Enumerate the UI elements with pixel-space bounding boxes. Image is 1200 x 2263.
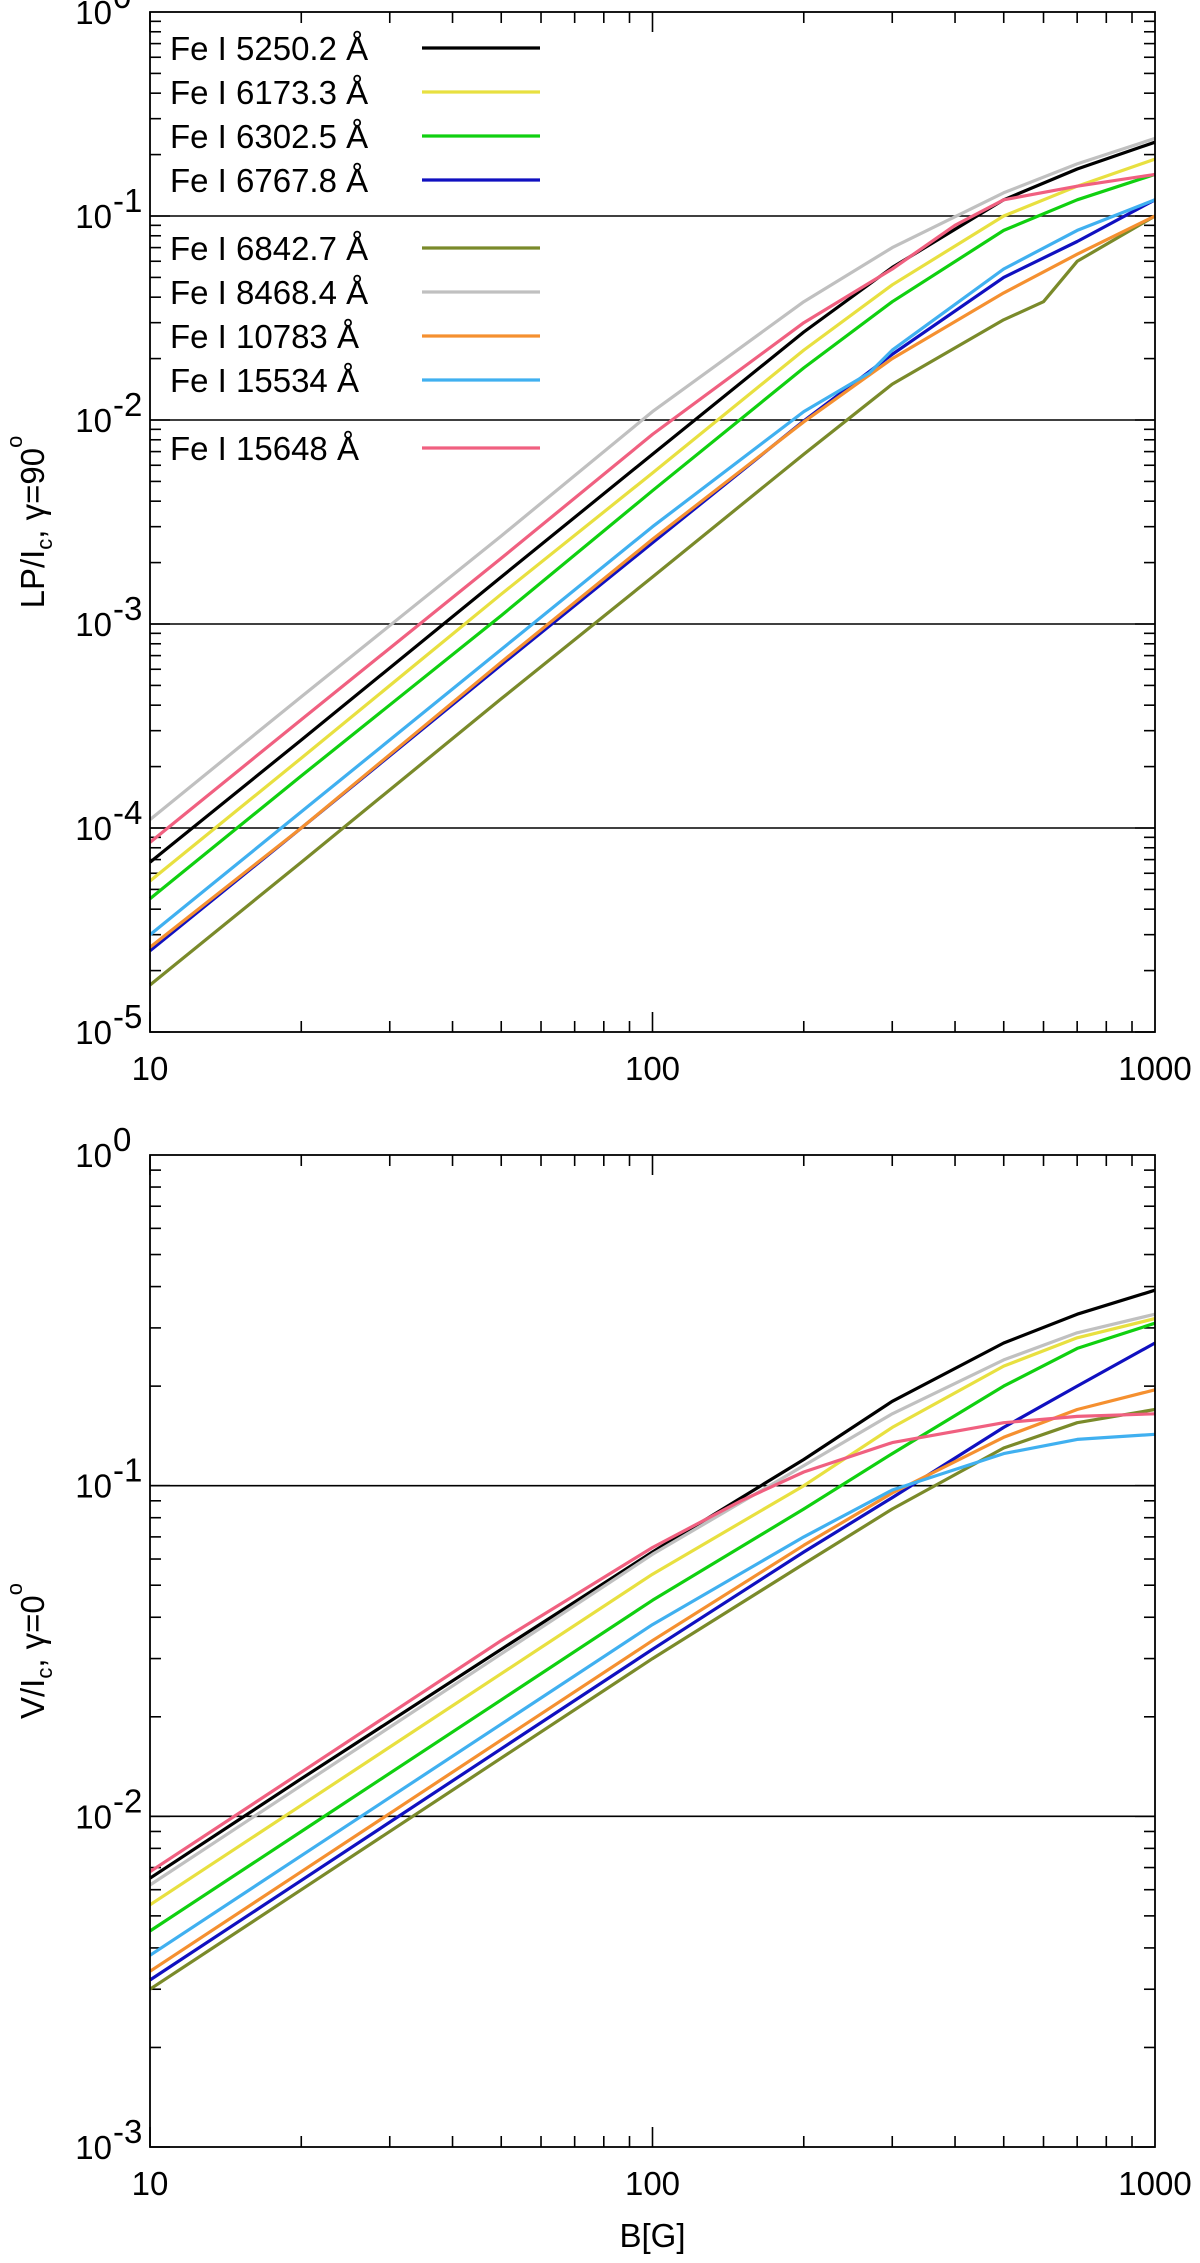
legend: Fe I 5250.2 Å Fe I 6173.3 Å Fe I 6302.5 Å F… — [170, 30, 540, 467]
y-tick-label: 10 -2 — [75, 1782, 142, 1835]
y-tick-exponent: -3 — [113, 590, 142, 627]
legend-item: Fe I 15534 Å — [170, 362, 540, 399]
y-tick-exponent: -2 — [113, 386, 142, 423]
legend-item: Fe I 5250.2 Å — [170, 30, 540, 67]
series-line — [148, 198, 1156, 936]
y-tick-base: 10 — [75, 1468, 112, 1505]
series-line — [149, 1288, 1156, 1880]
y-tick-exponent: -3 — [113, 2113, 142, 2150]
legend-label: Fe I 15648 Å — [170, 430, 359, 467]
y-axis-title-sub: c — [32, 539, 57, 550]
y-tick-label: 10 -3 — [75, 2113, 142, 2166]
plot-frame — [149, 11, 1156, 1033]
x-tick-label: 1000 — [1118, 2165, 1191, 2202]
legend-item: Fe I 6767.8 Å — [170, 162, 540, 199]
legend-label: Fe I 8468.4 Å — [170, 274, 368, 311]
legend-label: Fe I 6302.5 Å — [170, 118, 368, 155]
y-tick-label: 10 -4 — [75, 794, 142, 847]
series-line — [148, 214, 1156, 987]
series-line — [149, 1321, 1156, 1933]
y-axis-title-sup: o — [2, 436, 27, 448]
y-tick-label: 100 — [75, 0, 131, 31]
legend-label: Fe I 6842.7 Å — [170, 230, 368, 267]
legend-item: Fe I 15648 Å — [170, 430, 540, 467]
series-line — [149, 214, 1156, 949]
y-axis-title-rest: , γ=90 — [14, 448, 51, 539]
y-axis-title-sub: c — [32, 1668, 57, 1679]
x-tick-label: 100 — [625, 1050, 680, 1087]
series-line — [148, 136, 1156, 821]
y-tick-base: 10 — [75, 810, 112, 847]
y-tick-label: 10 -2 — [75, 386, 142, 439]
y-tick-base: 10 — [75, 2129, 112, 2166]
y-tick-base: 10 — [75, 198, 112, 235]
y-tick-base: 10 — [75, 1014, 112, 1051]
y-tick-label: 10 -5 — [75, 998, 142, 1051]
y-tick-exponent: 0 — [113, 0, 131, 15]
y-tick-base: 10 — [75, 402, 112, 439]
legend-label: Fe I 5250.2 Å — [170, 30, 368, 67]
x-tick-label: 100 — [625, 2165, 680, 2202]
y-tick-exponent: -2 — [113, 1782, 142, 1819]
series-line — [149, 1312, 1156, 1887]
series-line — [148, 172, 1156, 844]
x-axis-title: B[G] — [619, 2217, 685, 2254]
series-line — [149, 1412, 1156, 1874]
legend-item: Fe I 8468.4 Å — [170, 274, 540, 311]
legend-item: Fe I 6173.3 Å — [170, 74, 540, 111]
series-line — [149, 1432, 1156, 1957]
y-tick-base: 10 — [75, 0, 112, 31]
series-line — [149, 1317, 1156, 1907]
x-tick-label: 10 — [132, 2165, 169, 2202]
plot-frame — [149, 1154, 1156, 2148]
y-axis-title-main: LP/I — [14, 550, 51, 609]
series-line — [149, 1388, 1156, 1973]
y-axis-title-main: V/I — [14, 1679, 51, 1719]
y-tick-label: 10 -1 — [75, 182, 142, 235]
y-tick-base: 10 — [75, 1137, 112, 1174]
y-tick-base: 10 — [75, 1798, 112, 1835]
legend-item: Fe I 6842.7 Å — [170, 230, 540, 267]
y-tick-label: 10 -1 — [75, 1452, 142, 1505]
legend-label: Fe I 6173.3 Å — [170, 74, 368, 111]
y-axis-title: LP/Ic, γ=90o — [2, 436, 57, 609]
series-line — [148, 172, 1156, 900]
y-tick-base: 10 — [75, 606, 112, 643]
y-axis-title-sup: o — [2, 1583, 27, 1595]
y-tick-exponent: -1 — [113, 182, 142, 219]
y-tick-label: 10 -3 — [75, 590, 142, 643]
series-line — [148, 157, 1156, 883]
x-tick-label: 10 — [132, 1050, 169, 1087]
series-line — [149, 1341, 1156, 1982]
y-tick-exponent: -4 — [113, 794, 142, 831]
series-line — [148, 140, 1156, 864]
legend-item: Fe I 10783 Å — [170, 318, 540, 355]
y-tick-exponent: -1 — [113, 1452, 142, 1489]
legend-label: Fe I 15534 Å — [170, 362, 359, 399]
legend-item: Fe I 6302.5 Å — [170, 118, 540, 155]
y-axis-title: V/Ic, γ=0o — [2, 1583, 57, 1719]
y-tick-exponent: 0 — [113, 1121, 131, 1158]
legend-label: Fe I 6767.8 Å — [170, 162, 368, 199]
series-line — [149, 1407, 1156, 1991]
y-axis-title-rest: , γ=0 — [14, 1595, 51, 1667]
x-tick-label: 1000 — [1118, 1050, 1191, 1087]
y-tick-exponent: -5 — [113, 998, 142, 1035]
legend-label: Fe I 10783 Å — [170, 318, 359, 355]
